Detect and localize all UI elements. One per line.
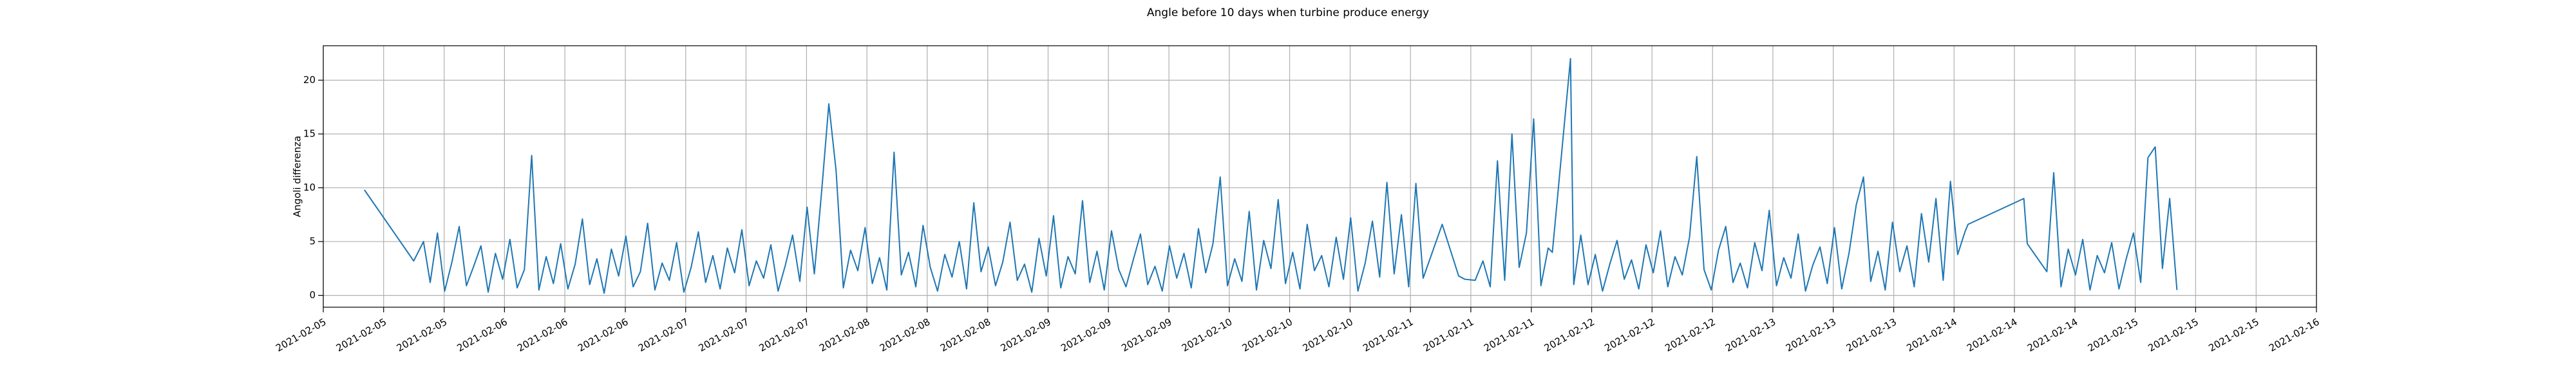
- y-tick-label: 20: [303, 74, 316, 86]
- data-line: [364, 58, 2178, 294]
- chart-title: Angle before 10 days when turbine produc…: [1147, 6, 1429, 19]
- y-tick-label: 10: [303, 182, 316, 193]
- y-axis-label: Angoli differenza: [292, 136, 303, 217]
- y-tick-label: 15: [303, 128, 316, 140]
- y-tick-label: 5: [309, 236, 316, 247]
- axes-frame: [323, 45, 2317, 308]
- y-tick-label: 0: [309, 289, 316, 301]
